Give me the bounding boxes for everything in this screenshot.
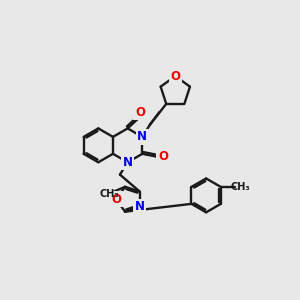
- Text: CH₃: CH₃: [99, 189, 119, 199]
- Text: O: O: [158, 150, 168, 164]
- Text: CH₃: CH₃: [231, 182, 250, 192]
- Text: N: N: [135, 200, 145, 213]
- Text: O: O: [135, 106, 145, 119]
- Text: O: O: [111, 193, 121, 206]
- Text: N: N: [123, 156, 133, 169]
- Text: N: N: [137, 130, 147, 143]
- Text: O: O: [170, 70, 180, 83]
